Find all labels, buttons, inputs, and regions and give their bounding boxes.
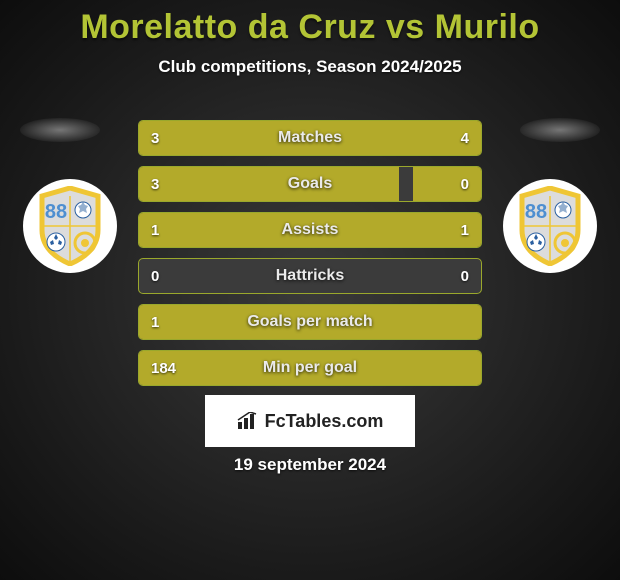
stat-row: 184Min per goal [138,350,482,386]
stat-label: Goals [139,175,481,193]
chart-icon [237,412,259,430]
svg-text:88: 88 [45,201,67,223]
brand-label: FcTables.com [265,411,384,432]
stat-row: 11Assists [138,212,482,248]
subtitle: Club competitions, Season 2024/2025 [0,57,620,77]
comparison-rows: 34Matches 30Goals 11Assists 00Hattricks 1Goa… [138,120,482,396]
stat-label: Hattricks [139,267,481,285]
player-badge-right: 88 [503,179,597,273]
stat-label: Matches [139,129,481,147]
player-badge-left: 88 [23,179,117,273]
stat-row: 1Goals per match [138,304,482,340]
date-label: 19 september 2024 [0,455,620,475]
stat-label: Assists [139,221,481,239]
brand-box: FcTables.com [205,395,415,447]
svg-text:88: 88 [525,201,547,223]
stat-label: Min per goal [139,359,481,377]
stat-row: 30Goals [138,166,482,202]
club-shield-icon: 88 [516,186,584,266]
shadow-right [520,118,600,142]
stat-row: 34Matches [138,120,482,156]
club-shield-icon: 88 [36,186,104,266]
shadow-left [20,118,100,142]
stat-label: Goals per match [139,313,481,331]
stat-row: 00Hattricks [138,258,482,294]
page-title: Morelatto da Cruz vs Murilo [0,0,620,47]
